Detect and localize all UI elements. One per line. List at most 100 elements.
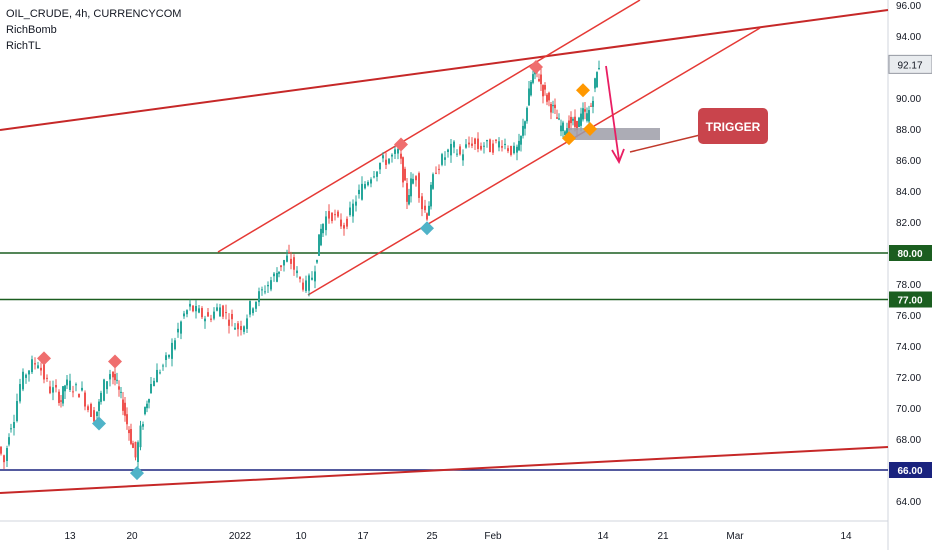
candle-body — [441, 154, 443, 165]
candle-body — [148, 399, 150, 403]
candle-body — [16, 401, 18, 422]
candle-body — [3, 455, 5, 463]
teal-diamond-marker[interactable] — [130, 466, 144, 481]
candle-body — [112, 371, 114, 378]
candle-body — [246, 318, 248, 329]
candle-body — [424, 205, 426, 211]
candle-body — [532, 74, 534, 83]
y-tick-label: 76.00 — [896, 311, 921, 322]
candle-body — [311, 277, 313, 280]
candle-body — [90, 403, 92, 417]
trend-line[interactable] — [0, 9, 889, 131]
candle-body — [382, 155, 384, 159]
candle-body — [109, 374, 111, 380]
y-tick-label: 72.00 — [896, 373, 921, 384]
candle-body — [198, 308, 200, 313]
y-tick-label: 74.00 — [896, 342, 921, 353]
candle-body — [116, 379, 118, 381]
candle-body — [249, 301, 251, 315]
candle-body — [560, 125, 562, 132]
level-price-tag — [889, 245, 932, 261]
candle-body — [334, 214, 336, 216]
last-price-tag — [888, 54, 932, 74]
candle-body — [28, 370, 30, 375]
red-diamond-marker[interactable] — [37, 351, 51, 366]
candle-body — [64, 385, 66, 392]
candle-body — [542, 85, 544, 97]
orange-diamond-marker[interactable] — [583, 122, 597, 136]
candle-body — [415, 176, 417, 181]
y-tick-label: 84.00 — [896, 187, 921, 198]
trend-line[interactable] — [217, 0, 641, 253]
candle-body — [528, 88, 530, 106]
plot-area[interactable] — [0, 0, 888, 521]
candle-body — [596, 72, 598, 88]
candle-body — [492, 143, 494, 153]
candle-body — [201, 308, 203, 318]
candle-body — [286, 255, 288, 262]
candle-body — [370, 179, 372, 184]
candle-body — [213, 311, 215, 319]
candle-body — [270, 280, 272, 290]
candle-body — [343, 225, 345, 229]
trend-line[interactable] — [307, 27, 761, 296]
candle-body — [159, 372, 161, 374]
x-tick-label: Feb — [484, 531, 502, 542]
candle-body — [100, 392, 102, 402]
candle-body — [471, 143, 473, 146]
candle-body — [183, 313, 185, 317]
candle-body — [150, 384, 152, 394]
candle-body — [510, 145, 512, 155]
candle-body — [124, 402, 126, 416]
red-diamond-marker[interactable] — [394, 137, 408, 152]
red-diamond-marker[interactable] — [108, 354, 122, 369]
candle-body — [165, 355, 167, 360]
indicator-label-richtl[interactable]: RichTL — [6, 40, 41, 52]
candle-body — [62, 386, 64, 404]
candle-body — [240, 326, 242, 331]
candle-body — [556, 117, 558, 119]
candle-body — [548, 92, 550, 101]
candle-body — [126, 414, 128, 425]
candle-body — [379, 162, 381, 170]
candle-body — [31, 359, 33, 373]
candle-body — [337, 211, 339, 217]
candle-body — [465, 144, 467, 148]
candle-body — [225, 312, 227, 314]
candle-body — [320, 228, 322, 246]
candle-body — [228, 319, 230, 326]
orange-diamond-marker[interactable] — [576, 83, 590, 98]
trigger-callout-box[interactable] — [698, 108, 768, 144]
teal-diamond-marker[interactable] — [420, 221, 434, 236]
candle-body — [495, 139, 497, 141]
candle-body — [480, 145, 482, 150]
candle-body — [435, 172, 437, 174]
candle-body — [408, 195, 410, 205]
candle-body — [426, 213, 428, 220]
red-diamond-marker[interactable] — [529, 60, 543, 74]
trend-line[interactable] — [0, 446, 889, 494]
candle-body — [447, 149, 449, 152]
candle-body — [142, 424, 144, 427]
candle-body — [388, 158, 390, 164]
candle-body — [592, 100, 594, 107]
candle-body — [355, 201, 357, 206]
teal-diamond-marker[interactable] — [92, 416, 106, 431]
candle-body — [564, 131, 566, 135]
candle-body — [314, 271, 316, 282]
candle-body — [518, 140, 520, 151]
candle-body — [526, 107, 528, 122]
indicator-label-richbomb[interactable]: RichBomb — [6, 24, 57, 36]
candle-body — [144, 407, 146, 415]
candle-body — [255, 301, 257, 309]
candle-body — [34, 363, 36, 365]
candle-body — [302, 282, 304, 290]
candle-body — [578, 117, 580, 128]
orange-diamond-marker[interactable] — [562, 131, 576, 146]
candle-body — [444, 157, 446, 160]
candle-body — [572, 118, 574, 121]
candle-body — [6, 447, 8, 462]
candle-body — [276, 273, 278, 282]
